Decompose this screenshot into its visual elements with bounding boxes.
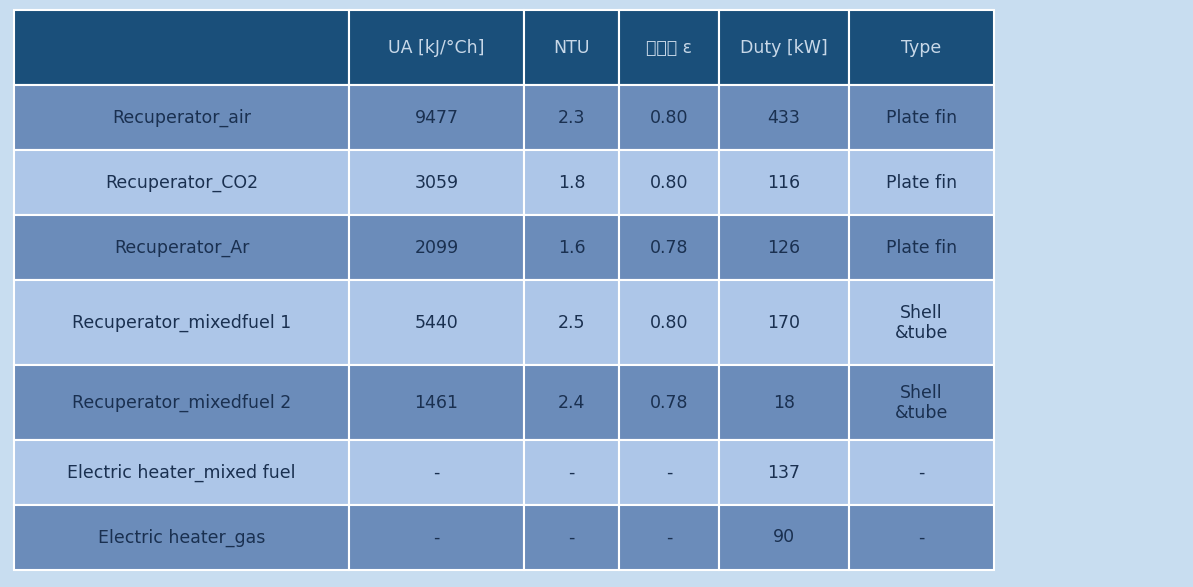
Text: 2.4: 2.4 (558, 393, 586, 411)
Text: UA [kJ/°Ch]: UA [kJ/°Ch] (388, 39, 484, 56)
Bar (719, 505, 849, 570)
Bar (14, 365, 350, 440)
Text: Duty [kW]: Duty [kW] (740, 39, 828, 56)
Bar (14, 150, 350, 215)
Text: Shell: Shell (901, 383, 942, 402)
Bar (619, 505, 719, 570)
Text: -: - (666, 528, 672, 546)
Text: 3059: 3059 (414, 174, 458, 191)
Bar (719, 440, 849, 505)
Bar (524, 150, 619, 215)
Text: Plate fin: Plate fin (886, 109, 957, 127)
Text: Type: Type (902, 39, 941, 56)
Text: 유용도 ε: 유용도 ε (645, 39, 692, 56)
Text: Recuperator_air: Recuperator_air (112, 109, 251, 127)
Text: -: - (568, 528, 575, 546)
Bar (849, 440, 994, 505)
Bar (350, 215, 524, 280)
Text: Recuperator_Ar: Recuperator_Ar (113, 238, 249, 257)
Bar (14, 215, 350, 280)
Text: NTU: NTU (554, 39, 589, 56)
Text: 126: 126 (767, 238, 801, 257)
Text: -: - (666, 464, 672, 481)
Bar (524, 280, 619, 365)
Text: 433: 433 (767, 109, 801, 127)
Bar (619, 280, 719, 365)
Text: Recuperator_mixedfuel 2: Recuperator_mixedfuel 2 (72, 393, 291, 411)
Text: &tube: &tube (895, 323, 948, 342)
Bar (719, 280, 849, 365)
Text: -: - (919, 464, 925, 481)
Bar (849, 150, 994, 215)
Bar (719, 150, 849, 215)
Bar (719, 365, 849, 440)
Bar (350, 85, 524, 150)
Bar (849, 280, 994, 365)
Text: 0.80: 0.80 (650, 313, 688, 332)
Bar (14, 280, 350, 365)
Text: 9477: 9477 (414, 109, 458, 127)
Bar (619, 365, 719, 440)
Bar (14, 85, 350, 150)
Bar (719, 10, 849, 85)
Bar (524, 215, 619, 280)
Text: -: - (568, 464, 575, 481)
Text: 5440: 5440 (415, 313, 458, 332)
Text: Recuperator_CO2: Recuperator_CO2 (105, 174, 258, 191)
Text: 0.78: 0.78 (650, 393, 688, 411)
Text: 2.5: 2.5 (558, 313, 586, 332)
Bar (524, 440, 619, 505)
Text: 1461: 1461 (414, 393, 458, 411)
Text: 170: 170 (767, 313, 801, 332)
Text: 116: 116 (767, 174, 801, 191)
Bar (619, 215, 719, 280)
Text: -: - (433, 464, 440, 481)
Text: Electric heater_mixed fuel: Electric heater_mixed fuel (67, 463, 296, 481)
Bar (350, 440, 524, 505)
Bar (619, 150, 719, 215)
Bar (524, 505, 619, 570)
Text: 18: 18 (773, 393, 795, 411)
Text: Plate fin: Plate fin (886, 238, 957, 257)
Bar (719, 215, 849, 280)
Text: Electric heater_gas: Electric heater_gas (98, 528, 265, 546)
Bar (14, 10, 350, 85)
Bar (350, 280, 524, 365)
Bar (14, 505, 350, 570)
Bar (524, 85, 619, 150)
Text: 137: 137 (767, 464, 801, 481)
Bar (849, 215, 994, 280)
Text: &tube: &tube (895, 403, 948, 421)
Bar (849, 505, 994, 570)
Bar (14, 440, 350, 505)
Text: 2.3: 2.3 (558, 109, 586, 127)
Text: 90: 90 (773, 528, 795, 546)
Bar (350, 505, 524, 570)
Text: -: - (919, 528, 925, 546)
Text: 1.6: 1.6 (557, 238, 586, 257)
Text: 0.78: 0.78 (650, 238, 688, 257)
Bar (524, 365, 619, 440)
Bar (849, 85, 994, 150)
Text: Shell: Shell (901, 303, 942, 322)
Bar (719, 85, 849, 150)
Text: 1.8: 1.8 (558, 174, 586, 191)
Text: 2099: 2099 (414, 238, 458, 257)
Text: 0.80: 0.80 (650, 174, 688, 191)
Bar (524, 10, 619, 85)
Bar (619, 440, 719, 505)
Text: 0.80: 0.80 (650, 109, 688, 127)
Text: Plate fin: Plate fin (886, 174, 957, 191)
Bar (350, 150, 524, 215)
Bar (350, 10, 524, 85)
Bar (619, 10, 719, 85)
Bar (849, 10, 994, 85)
Text: -: - (433, 528, 440, 546)
Bar (350, 365, 524, 440)
Text: Recuperator_mixedfuel 1: Recuperator_mixedfuel 1 (72, 313, 291, 332)
Bar (849, 365, 994, 440)
Bar (619, 85, 719, 150)
